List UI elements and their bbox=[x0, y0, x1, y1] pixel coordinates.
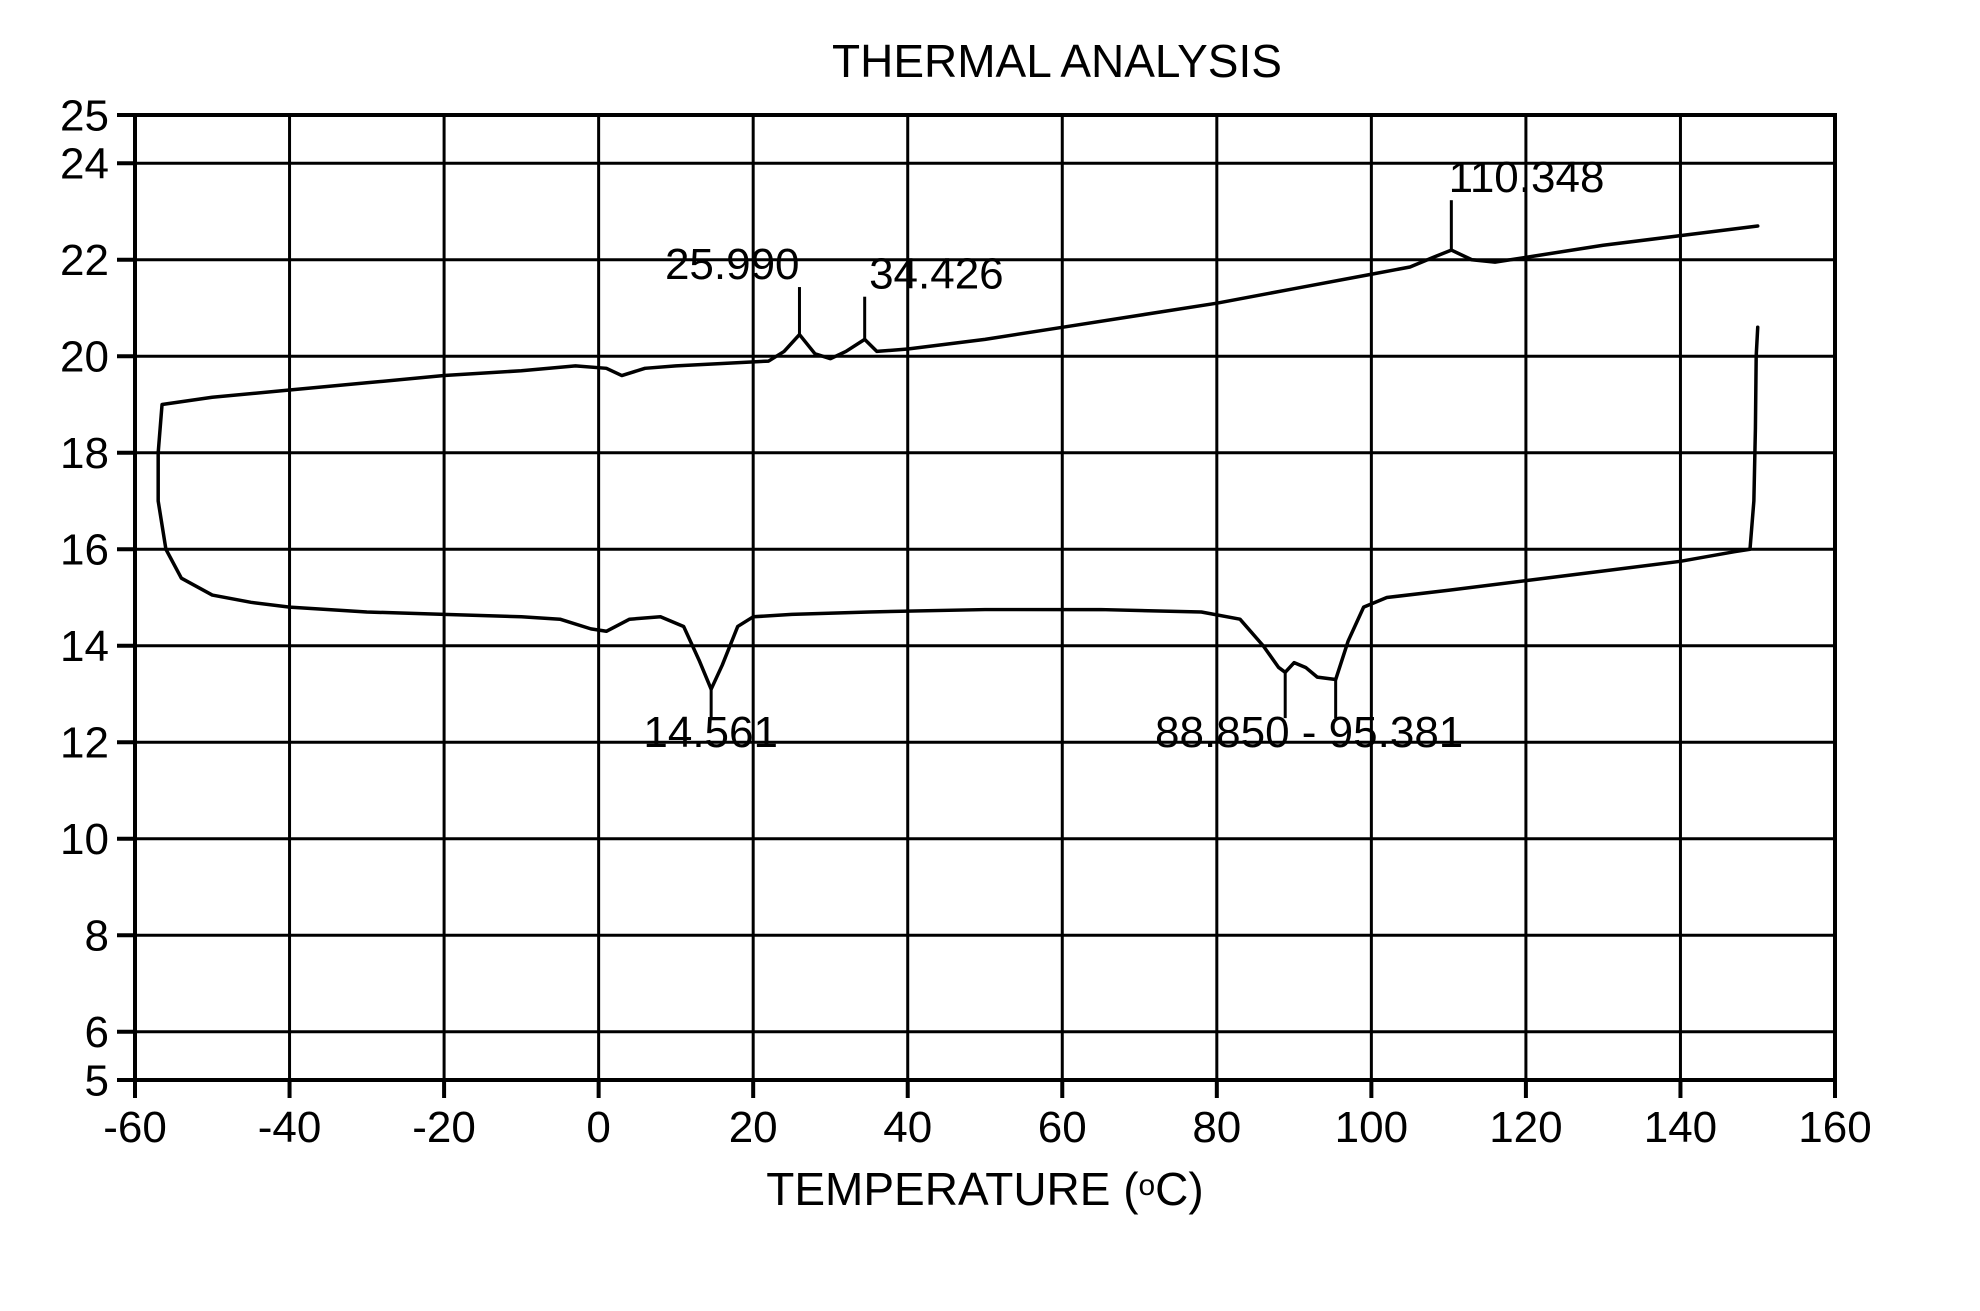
annotation-label: 88.850 - 95.381 bbox=[1155, 708, 1463, 757]
thermal-analysis-chart: THERMAL ANALYSIS -60 -40 -20 0 20 40 60 80 100 120… bbox=[0, 0, 1980, 1311]
y-tick-label: 12 bbox=[60, 719, 109, 768]
x-tick-label: 140 bbox=[1644, 1103, 1717, 1152]
y-tick-label: 5 bbox=[85, 1056, 109, 1105]
x-tick-label: -40 bbox=[258, 1103, 322, 1152]
x-tick-label: 0 bbox=[586, 1103, 610, 1152]
chart-title: THERMAL ANALYSIS bbox=[832, 35, 1282, 87]
y-tick-label: 22 bbox=[60, 236, 109, 285]
annotation-label: 25.990 bbox=[665, 240, 800, 289]
y-tick-label: 8 bbox=[85, 912, 109, 961]
x-tick-label: 160 bbox=[1798, 1103, 1871, 1152]
y-tick-label: 25 bbox=[60, 91, 109, 140]
x-tick-label: 100 bbox=[1335, 1103, 1408, 1152]
x-tick-label: 60 bbox=[1038, 1103, 1087, 1152]
x-axis-label: TEMPERATURE (oC) bbox=[766, 1163, 1203, 1215]
annotation-label: 34.426 bbox=[869, 250, 1004, 299]
x-tick-label: -60 bbox=[103, 1103, 167, 1152]
x-tick-label: 80 bbox=[1192, 1103, 1241, 1152]
y-tick-label: 10 bbox=[60, 815, 109, 864]
y-tick-label: 16 bbox=[60, 526, 109, 575]
x-tick-label: 40 bbox=[883, 1103, 932, 1152]
x-tick-label: 120 bbox=[1489, 1103, 1562, 1152]
y-tick-label: 18 bbox=[60, 429, 109, 478]
y-tick-label: 6 bbox=[85, 1008, 109, 1057]
annotation-label: 110.348 bbox=[1449, 153, 1605, 202]
x-tick-label: 20 bbox=[729, 1103, 778, 1152]
y-tick-label: 14 bbox=[60, 622, 109, 671]
x-tick-label: -20 bbox=[412, 1103, 476, 1152]
y-tick-label: 24 bbox=[60, 140, 109, 189]
y-tick-label: 20 bbox=[60, 333, 109, 382]
